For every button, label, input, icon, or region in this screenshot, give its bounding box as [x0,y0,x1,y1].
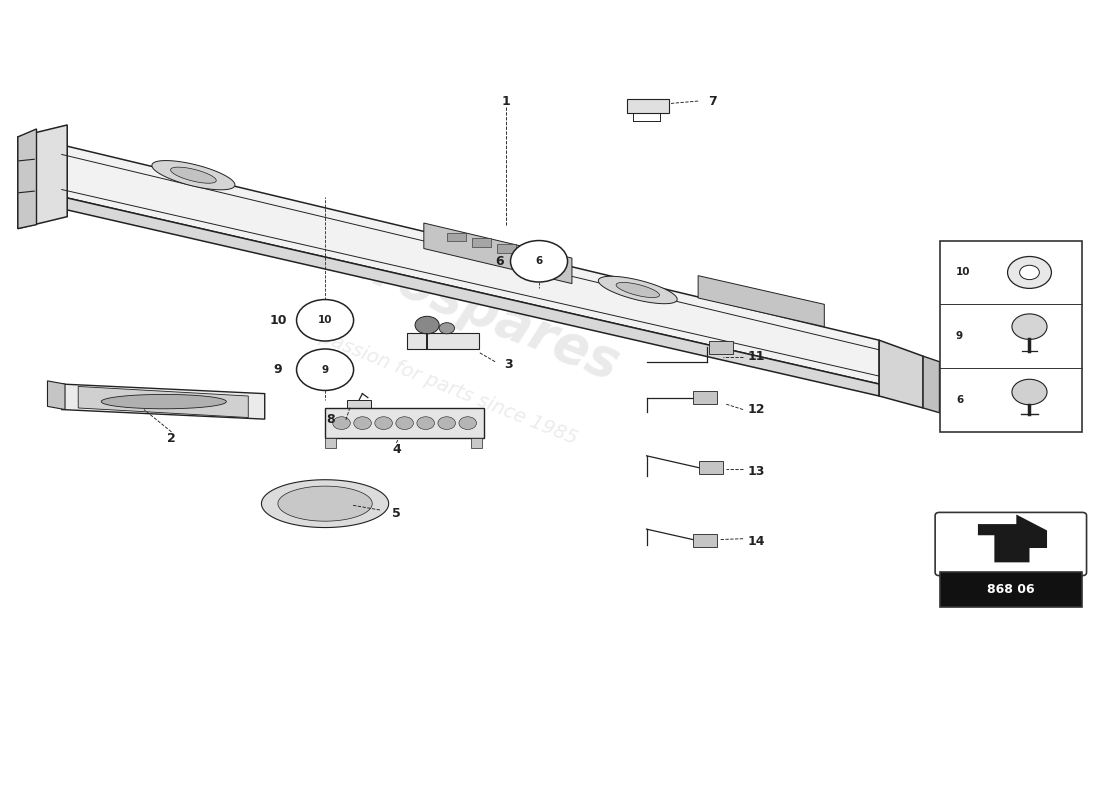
Text: 4: 4 [392,443,400,456]
Bar [497,244,516,253]
FancyBboxPatch shape [935,513,1087,576]
Polygon shape [18,125,67,229]
Bar [472,238,491,247]
Bar [346,400,371,408]
Polygon shape [152,161,235,190]
Circle shape [1012,379,1047,405]
Text: 10: 10 [956,267,970,278]
Text: 6: 6 [495,254,504,268]
Circle shape [459,417,476,430]
Text: 8: 8 [327,414,334,426]
Polygon shape [278,486,372,521]
Text: 6: 6 [956,395,964,405]
Text: 6: 6 [536,256,542,266]
Polygon shape [62,197,879,396]
Bar [710,341,734,354]
Polygon shape [923,356,939,413]
Text: eurospares: eurospares [298,218,627,391]
Circle shape [354,417,372,430]
Text: 3: 3 [504,358,513,370]
Polygon shape [978,514,1047,562]
Circle shape [375,417,393,430]
Text: 10: 10 [270,314,287,326]
Text: 9: 9 [321,365,329,374]
Polygon shape [62,384,265,419]
Text: a passion for parts since 1985: a passion for parts since 1985 [300,320,581,448]
Text: 13: 13 [748,466,764,478]
Text: 10: 10 [318,315,332,326]
Text: 868 06: 868 06 [987,583,1035,596]
Polygon shape [101,394,227,409]
Bar [447,233,465,242]
Bar [700,462,724,474]
Text: 2: 2 [167,432,176,445]
Polygon shape [879,340,923,408]
Polygon shape [78,386,249,418]
Circle shape [415,316,439,334]
Bar [939,241,1082,432]
Circle shape [396,417,414,430]
Polygon shape [424,223,572,284]
Circle shape [297,299,353,341]
Circle shape [439,322,454,334]
Text: 1: 1 [502,94,510,107]
Bar [693,391,717,404]
Circle shape [438,417,455,430]
Bar [522,250,541,258]
Circle shape [1012,314,1047,339]
Polygon shape [262,480,388,527]
Bar [407,333,478,349]
Text: 14: 14 [748,534,764,548]
Bar [326,438,336,448]
Text: 7: 7 [708,94,717,107]
Bar [471,438,482,448]
Circle shape [297,349,353,390]
Circle shape [332,417,350,430]
Polygon shape [698,276,824,326]
Text: 5: 5 [392,506,400,520]
Text: 9: 9 [274,363,283,376]
Bar [939,573,1082,607]
Polygon shape [62,145,879,384]
Polygon shape [170,167,217,183]
Circle shape [1008,257,1052,288]
Polygon shape [18,129,36,229]
Text: 11: 11 [748,350,764,363]
Text: 9: 9 [956,331,964,342]
Circle shape [1020,266,1040,280]
Bar [627,98,669,113]
Text: 12: 12 [748,403,764,416]
Bar [326,408,484,438]
Circle shape [510,241,568,282]
Circle shape [417,417,434,430]
Polygon shape [598,276,678,304]
Polygon shape [47,381,65,410]
Polygon shape [616,282,660,298]
Bar [693,534,717,546]
